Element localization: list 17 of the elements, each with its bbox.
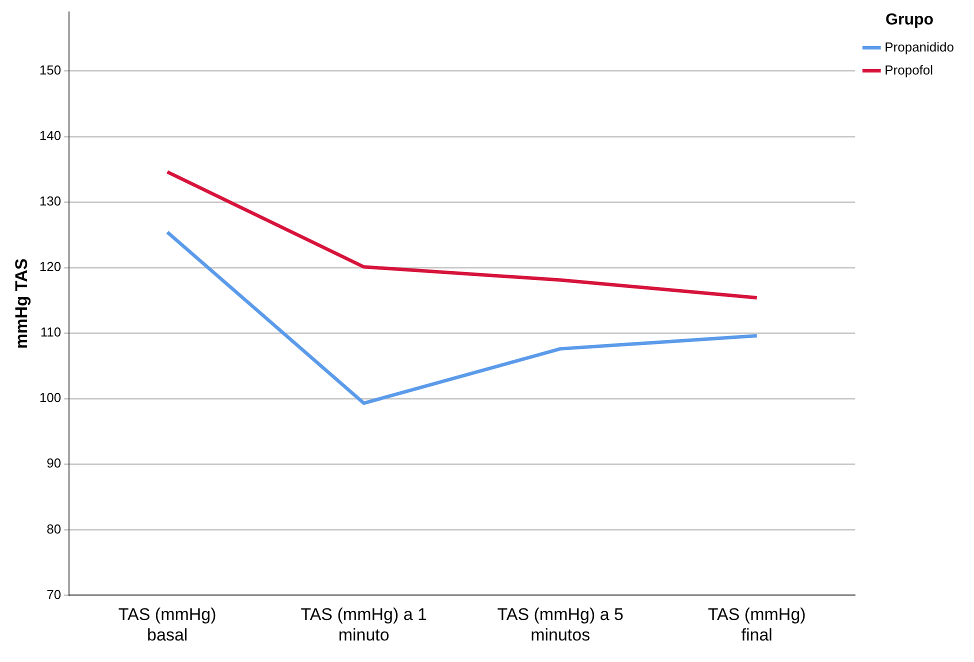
legend-label: Propofol [884, 62, 934, 78]
y-tick-label: 120 [39, 259, 62, 274]
legend-label: Propanidido [884, 39, 954, 54]
y-tick-label: 140 [39, 128, 62, 144]
y-tick-label: 70 [46, 586, 62, 602]
y-tick-label: 150 [39, 62, 62, 78]
y-axis-title: mmHg TAS [12, 258, 31, 349]
y-tick-label: 130 [39, 194, 62, 209]
x-tick-label: TAS (mmHg) basal [118, 605, 216, 644]
y-tick-label: 80 [46, 521, 62, 536]
y-tick-label: 110 [40, 324, 62, 340]
x-tick-label: TAS (mmHg) final [708, 605, 806, 644]
x-tick-label: TAS (mmHg) a 5 minutos [497, 605, 624, 644]
y-tick-label: 100 [39, 390, 62, 406]
y-tick-label: 90 [46, 456, 62, 471]
x-tick-label: TAS (mmHg) a 1 minuto [300, 605, 427, 644]
legend-title: Grupo [886, 11, 934, 28]
